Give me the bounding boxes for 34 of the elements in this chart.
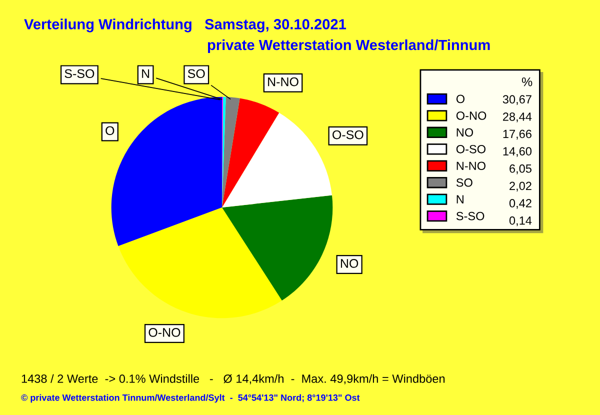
text: 1438 / 2 Werte -> 0.1% Windstille - Ø 14,4km/h - Max. 49,9km/h = Windböen [22, 374, 445, 384]
legend-label: NO [456, 128, 474, 137]
legend-label: O [456, 94, 464, 104]
slice-label: S-SO [64, 69, 94, 78]
slice-label: O-NO [148, 328, 180, 337]
legend-label: O-NO [456, 111, 486, 120]
slice-label: NO [340, 259, 358, 268]
text: © private Wetterstation Tinnum/Westerland/Sylt - 54°54'13" Nord; 8°19'13" Ost [21, 394, 360, 403]
slice-label: N [142, 69, 150, 78]
pie-slice [118, 208, 282, 318]
pie-slice [222, 96, 240, 208]
slice-label: O [106, 126, 114, 136]
data-label: 0,14 [509, 216, 532, 226]
legend-label: S-SO [456, 212, 484, 220]
chart-subtitle: private Wetterstation Westerland/Tinnum [208, 39, 490, 54]
legend-label: N [456, 195, 464, 204]
legend-title: % [522, 77, 532, 86]
data-label: 6,05 [510, 164, 532, 174]
data-label: 0,42 [509, 199, 532, 209]
slice-label: O-SO [332, 130, 364, 140]
data-label: 2,02 [510, 182, 532, 192]
chart-title: Verteilung Windrichtung Samstag, 30.10.2021 [24, 18, 346, 32]
data-label: 17,66 [503, 130, 532, 140]
legend-label: N-NO [456, 162, 486, 170]
legend-label: O-SO [456, 144, 486, 154]
slice-label: N-NO [268, 77, 298, 86]
data-label: 28,44 [503, 112, 532, 122]
pie-slice [222, 98, 280, 208]
pie-slice [222, 195, 333, 301]
data-label: 14,60 [503, 147, 532, 157]
pie-slice [222, 112, 332, 208]
slice-label: SO [188, 69, 205, 78]
data-label: 30,67 [502, 95, 532, 105]
legend-label: SO [456, 178, 472, 187]
